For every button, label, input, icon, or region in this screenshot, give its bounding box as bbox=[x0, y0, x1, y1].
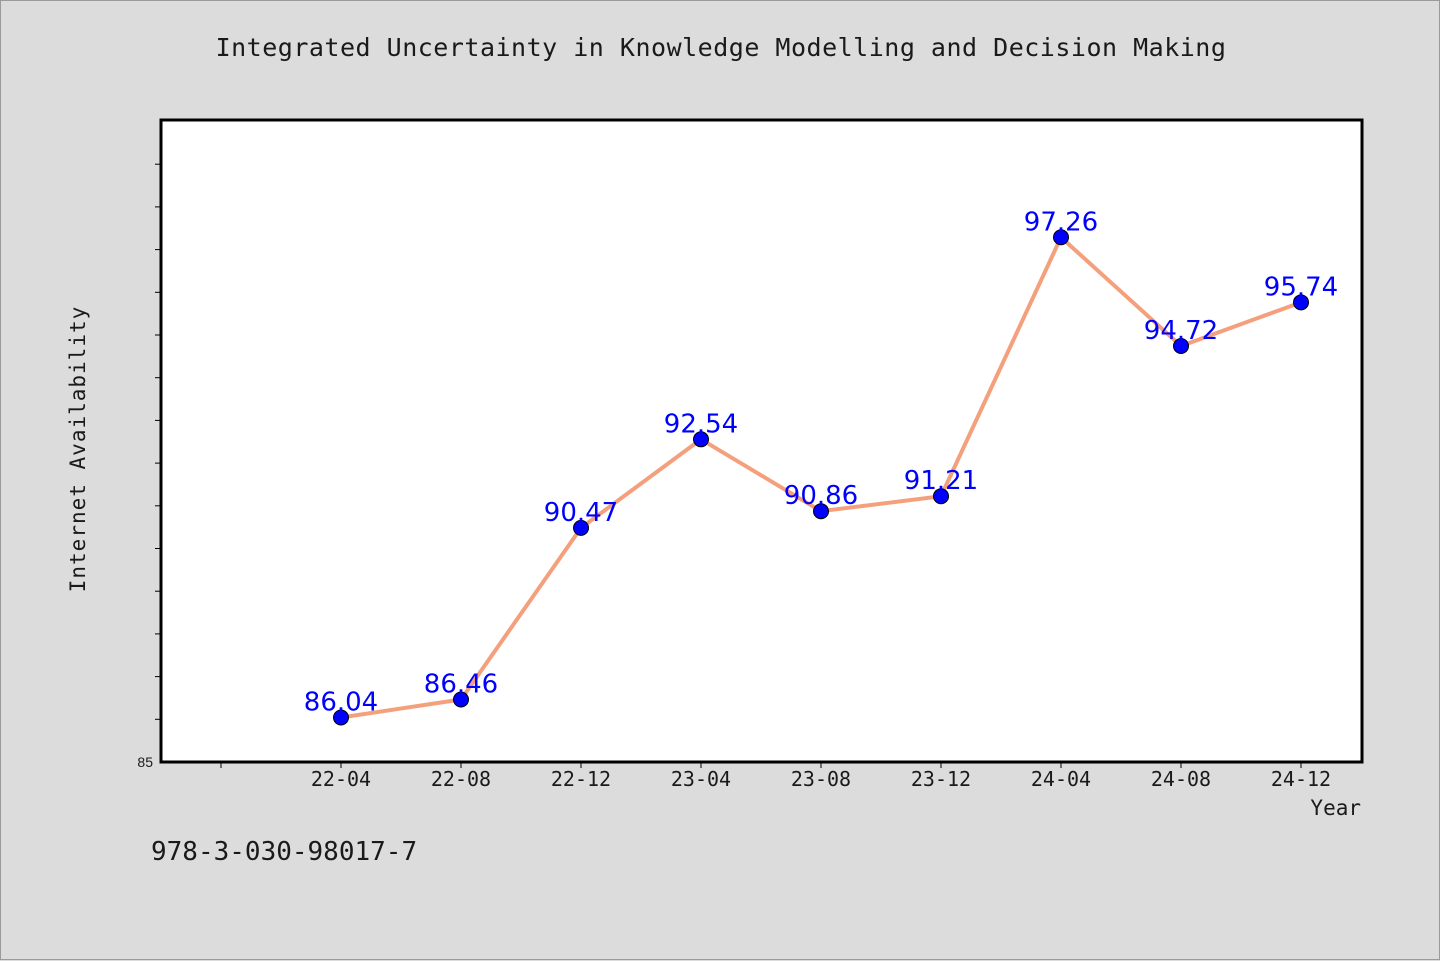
data-label: 95.74 bbox=[1264, 272, 1338, 302]
data-point bbox=[1173, 337, 1189, 354]
x-tick-label: 23-04 bbox=[671, 767, 731, 791]
x-tick-label: 23-12 bbox=[911, 767, 971, 791]
data-label: 86.04 bbox=[304, 687, 378, 717]
x-tick-label: 24-08 bbox=[1151, 767, 1211, 791]
data-point bbox=[933, 488, 949, 505]
data-label: 90.86 bbox=[784, 481, 858, 511]
data-label: 92.54 bbox=[664, 409, 738, 439]
chart-title: Integrated Uncertainty in Knowledge Mode… bbox=[215, 33, 1227, 62]
x-axis-label: Year bbox=[1310, 796, 1361, 820]
data-label: 86.46 bbox=[424, 670, 498, 700]
x-tick-label: 23-08 bbox=[791, 767, 851, 791]
data-point bbox=[813, 503, 829, 520]
data-label: 91.21 bbox=[904, 466, 978, 496]
x-ticks: 22-04 22-08 22-12 23-04 23-08 23-12 24-04 24-08… bbox=[220, 762, 1331, 791]
isbn-code: 978-3-030-98017-7 bbox=[151, 837, 418, 867]
data-point bbox=[693, 431, 709, 448]
data-label: 97.26 bbox=[1024, 207, 1098, 237]
plot-area bbox=[159, 118, 1364, 764]
data-point bbox=[1293, 294, 1309, 311]
data-point bbox=[1053, 229, 1069, 246]
x-tick-label: 22-08 bbox=[431, 767, 491, 791]
x-tick-label: 22-04 bbox=[311, 767, 371, 791]
x-tick-label: 24-12 bbox=[1271, 767, 1331, 791]
series: 86.04 86.46 90.47 92.54 90.86 91.21 97.26 94.72… bbox=[304, 207, 1338, 726]
data-point bbox=[453, 691, 469, 708]
y-ticks: 85 bbox=[137, 163, 161, 770]
data-label: 94.72 bbox=[1144, 316, 1218, 346]
data-point bbox=[573, 519, 589, 536]
data-point bbox=[333, 709, 349, 726]
y-tick-label: 85 bbox=[137, 754, 153, 770]
x-tick-label: 22-12 bbox=[551, 767, 611, 791]
data-label: 90.47 bbox=[544, 498, 618, 528]
x-tick-label: 24-04 bbox=[1031, 767, 1091, 791]
